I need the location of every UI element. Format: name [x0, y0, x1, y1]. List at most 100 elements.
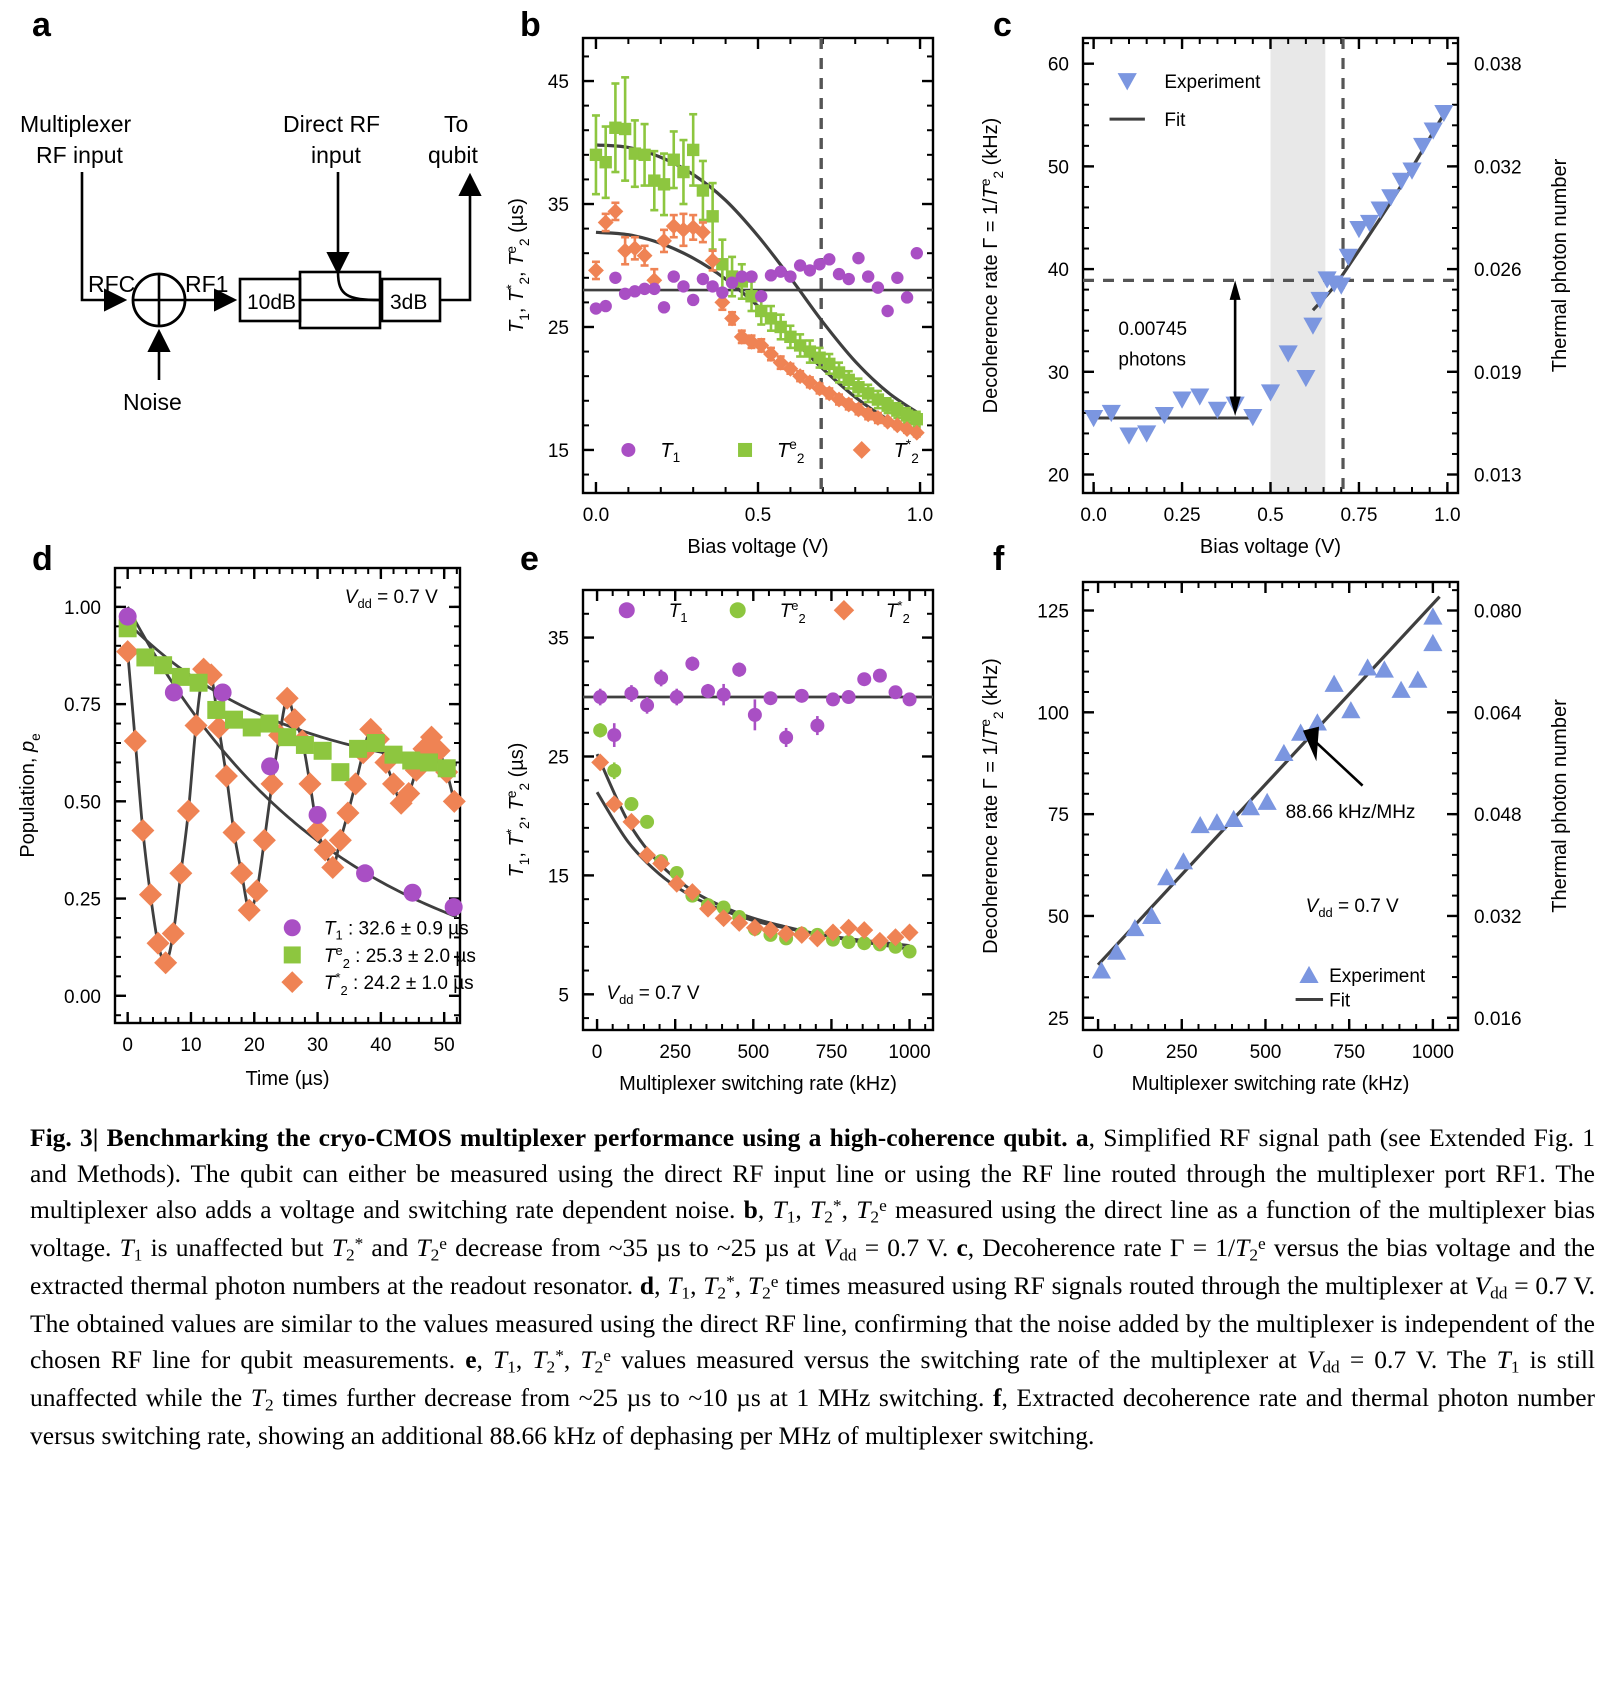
data-point-t2star: [442, 789, 466, 813]
data-point: [745, 918, 764, 937]
y-tick-label: 125: [1037, 602, 1069, 623]
legend-label-experiment: Experiment: [1329, 966, 1426, 987]
legend-marker-t1: [283, 919, 301, 937]
y-tick-label: 60: [1048, 55, 1069, 76]
y-tick-label: 100: [1037, 703, 1069, 724]
data-point-t2star: [161, 922, 185, 946]
legend-label-t2star: T*2 : 24.2 ± 1.0 µs: [324, 970, 474, 998]
x-tick-label: 0: [592, 1042, 603, 1063]
x-tick-label: 40: [370, 1035, 391, 1056]
data-point: [1257, 792, 1277, 810]
data-point: [733, 328, 750, 345]
data-point-t2star: [427, 739, 451, 763]
y-tick-label-right: 0.080: [1474, 602, 1522, 623]
data-point: [624, 797, 639, 812]
data-point: [667, 874, 686, 893]
data-point: [1240, 798, 1261, 816]
x-tick-label: 750: [1333, 1042, 1365, 1063]
panel-d-label: d: [32, 540, 53, 578]
arrow-head: [1302, 726, 1320, 762]
data-point: [1434, 104, 1454, 123]
data-point: [763, 691, 778, 706]
data-point: [657, 178, 671, 191]
data-point: [593, 690, 608, 705]
data-point: [716, 286, 729, 299]
data-point: [1154, 406, 1174, 425]
plot-frame: [581, 36, 935, 495]
data-point: [696, 184, 710, 197]
data-point: [861, 270, 875, 283]
attenuator-3db-label: 3dB: [390, 291, 427, 314]
data-point: [1142, 906, 1162, 924]
data-point: [1303, 317, 1323, 335]
legend-marker-t2e: [738, 442, 753, 457]
data-point-t2star: [404, 758, 428, 782]
data-point: [826, 692, 840, 707]
data-point: [622, 812, 641, 831]
data-point: [1341, 701, 1361, 719]
data-point: [732, 662, 747, 677]
data-point: [839, 918, 858, 937]
to-qubit-label-line1: To: [444, 111, 468, 137]
x-tick-label: 30: [307, 1035, 328, 1056]
data-point-t2star: [131, 818, 155, 843]
data-point: [686, 293, 700, 307]
data-point: [872, 668, 887, 683]
data-point: [1402, 162, 1422, 180]
data-point: [1423, 607, 1443, 625]
fit-curve-t1: [126, 606, 458, 919]
data-point: [764, 312, 778, 325]
fit-line: [1096, 595, 1441, 966]
data-point: [910, 247, 923, 260]
y-tick-label: 35: [548, 195, 569, 216]
legend-marker-t1: [621, 442, 636, 457]
legend: T1 Te2 T*2: [618, 598, 910, 626]
x-tick-label: 0.75: [1340, 505, 1377, 526]
data-point: [714, 294, 731, 311]
data-point-t2star: [138, 883, 162, 907]
data-point: [852, 251, 865, 265]
data-point: [1423, 122, 1443, 140]
y-tick-label: 75: [1048, 805, 1069, 826]
panel-a: a: [0, 0, 500, 530]
data-point: [801, 374, 818, 391]
fit-curve: [595, 143, 921, 416]
caption-title: Benchmarking the cryo-CMOS multiplexer p…: [106, 1123, 1068, 1152]
panel-a-label: a: [32, 6, 51, 44]
data-point: [1137, 425, 1157, 443]
data-point: [1331, 277, 1351, 295]
x-axis-title: Bias voltage (V): [1200, 536, 1341, 558]
data-point: [1359, 214, 1380, 233]
data-point: [1084, 410, 1104, 428]
panel-d-plot: 0 10 20 30 40 50 0.00 0.25 0.50 0.75 1.00 Vdd = 0.7…: [17, 566, 476, 1090]
y-axis-ticks: 15 25 35 45: [548, 55, 933, 476]
data-point-t2star: [328, 828, 352, 852]
data-point-t2e: [295, 735, 314, 754]
y-axis-title: Decoherence rate Γ = 1/Te2 (kHz): [978, 658, 1006, 954]
data-point: [607, 203, 624, 220]
data-point: [1101, 404, 1121, 423]
series-experiment: [1091, 607, 1443, 979]
y-tick-label: 15: [548, 866, 569, 887]
panel-a-diagram: Multiplexer RF input Direct RF input To …: [20, 111, 482, 415]
y-axis-ticks: 5 15 25 35: [548, 589, 933, 1020]
data-point: [628, 285, 642, 298]
data-point: [638, 846, 657, 865]
data-point: [654, 671, 669, 685]
series-T2star: [591, 753, 919, 950]
x-tick-label: 1.0: [1434, 505, 1460, 526]
data-point-t2e: [136, 648, 155, 667]
y-axis-title: Population, pe: [17, 733, 43, 857]
data-point: [792, 925, 811, 944]
x-tick-label: 250: [1166, 1042, 1198, 1063]
data-point: [1091, 961, 1112, 979]
data-point: [881, 304, 894, 318]
y-tick-label-right: 0.026: [1474, 260, 1522, 281]
y-tick-label-right: 0.032: [1474, 157, 1522, 178]
x-tick-label: 250: [659, 1042, 691, 1063]
data-point-t1: [403, 883, 422, 902]
data-point: [1296, 369, 1316, 388]
y-tick-label: 0.00: [64, 987, 101, 1008]
y-tick-label: 50: [1048, 157, 1069, 178]
data-point: [841, 935, 856, 949]
